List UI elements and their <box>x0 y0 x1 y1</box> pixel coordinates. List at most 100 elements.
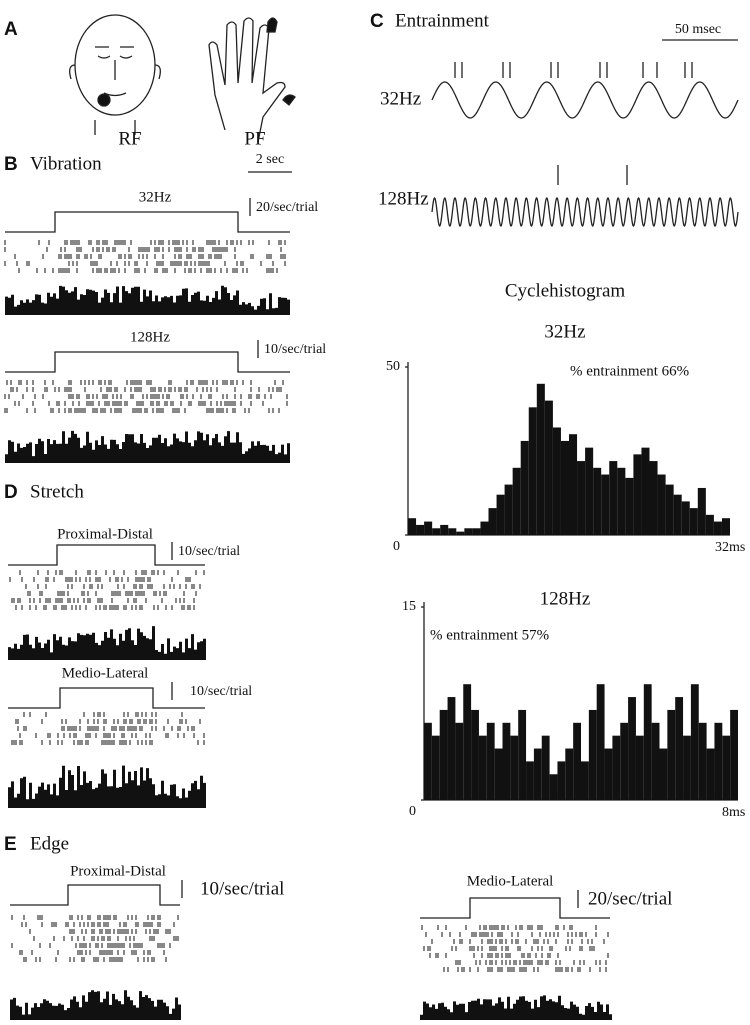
condition-label: Proximal-Distal <box>57 526 153 542</box>
histogram <box>8 626 206 660</box>
bar <box>620 722 629 800</box>
bar <box>581 761 589 800</box>
rate-scale: 10/sec/trial <box>200 878 284 899</box>
bar <box>471 709 479 800</box>
bar <box>526 761 534 800</box>
panel-title: Entrainment <box>395 10 490 31</box>
bar <box>604 748 613 800</box>
panel-label: A <box>4 19 18 40</box>
bar <box>486 722 495 800</box>
bar <box>565 748 574 800</box>
bar <box>617 467 626 535</box>
bar <box>667 709 676 800</box>
histogram <box>5 430 290 463</box>
condition-label: Medio-Lateral <box>62 665 149 681</box>
bar <box>625 477 634 535</box>
bar <box>713 521 722 535</box>
bar <box>416 524 425 535</box>
section-title: Cyclehistogram <box>505 280 626 301</box>
chart-title: 128Hz <box>540 588 591 609</box>
bar <box>577 461 586 535</box>
hand-icon <box>208 17 296 143</box>
trace-label: 32Hz <box>380 88 421 109</box>
bar <box>502 722 511 800</box>
time-scale: 50 msec <box>675 22 721 37</box>
bar <box>431 735 440 800</box>
rate-scale: 10/sec/trial <box>264 342 326 357</box>
time-scale: 2 sec <box>256 152 284 167</box>
bar <box>463 684 472 800</box>
bar <box>557 761 566 800</box>
panel-label: E <box>4 834 17 855</box>
panel-title: Stretch <box>30 481 84 502</box>
bar <box>714 722 723 800</box>
bar <box>447 697 456 800</box>
bar <box>536 383 545 535</box>
histogram <box>8 765 206 808</box>
bar <box>593 467 602 535</box>
face-icon <box>69 14 161 135</box>
panel-title: Vibration <box>30 153 102 174</box>
bar <box>721 518 730 535</box>
bar <box>633 454 642 535</box>
bar <box>651 722 660 800</box>
bar <box>488 508 497 535</box>
bar <box>439 709 448 800</box>
stimulus-step <box>10 884 180 906</box>
rate-scale: 10/sec/trial <box>178 544 240 559</box>
bar <box>455 722 464 800</box>
bar <box>673 494 682 535</box>
bar <box>628 697 636 800</box>
bar <box>588 709 597 800</box>
rate-scale: 10/sec/trial <box>190 684 252 699</box>
bar <box>675 697 684 800</box>
bar <box>641 447 650 535</box>
stimulus-step <box>5 351 290 373</box>
bar <box>659 748 668 800</box>
bar <box>440 524 449 535</box>
condition-label: 32Hz <box>139 189 172 205</box>
stimulus-step <box>8 544 205 566</box>
bar <box>544 400 553 535</box>
bar <box>643 684 652 800</box>
stimulus-step <box>420 897 610 919</box>
bar <box>480 521 489 535</box>
face-label: PF <box>244 128 265 149</box>
y-tick-label: 0 <box>409 804 416 819</box>
bar <box>657 474 666 535</box>
panel-label: B <box>4 154 18 175</box>
bar <box>665 484 674 535</box>
condition-label: 128Hz <box>130 329 170 345</box>
bar <box>569 434 578 535</box>
bar <box>705 514 714 535</box>
annotation: % entrainment 57% <box>430 627 549 643</box>
bar <box>552 427 561 535</box>
x-end-label: 32ms <box>715 540 745 555</box>
histogram <box>10 990 181 1020</box>
bar <box>496 494 505 535</box>
bar <box>464 528 473 535</box>
bar <box>681 501 690 535</box>
bar <box>424 722 432 800</box>
condition-label: Proximal-Distal <box>70 863 166 879</box>
y-tick-label: 15 <box>402 599 416 614</box>
bar <box>730 709 738 800</box>
bar <box>698 722 707 800</box>
bar <box>478 735 487 800</box>
bar <box>472 528 481 535</box>
bar <box>408 518 417 535</box>
bar <box>549 774 558 800</box>
bar <box>456 531 465 535</box>
y-tick-label: 50 <box>386 359 400 374</box>
bar <box>541 735 550 800</box>
bar <box>697 487 706 535</box>
bar <box>518 709 527 800</box>
bar <box>573 722 581 800</box>
panel-label: C <box>370 11 384 32</box>
stimulus-trace <box>431 81 739 119</box>
bar <box>601 474 610 535</box>
bar <box>528 407 537 535</box>
bar <box>722 735 731 800</box>
x-end-label: 8ms <box>722 805 745 820</box>
